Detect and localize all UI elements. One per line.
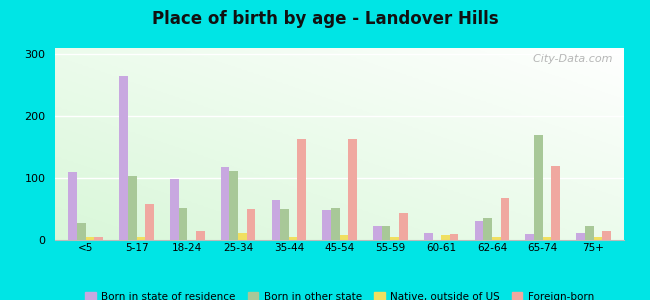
Bar (128, 176, 136, 240)
Bar (450, 234, 458, 240)
Bar (399, 213, 408, 240)
Bar (484, 218, 492, 240)
Bar (272, 200, 280, 240)
Bar (322, 210, 331, 240)
Bar (145, 204, 154, 240)
Bar (68, 172, 77, 240)
Text: Place of birth by age - Landover Hills: Place of birth by age - Landover Hills (151, 11, 499, 28)
Bar (298, 139, 306, 240)
Bar (500, 198, 509, 240)
Bar (94, 237, 103, 240)
Bar (391, 237, 399, 240)
Bar (119, 76, 128, 240)
Bar (221, 167, 229, 240)
Bar (492, 237, 500, 240)
Bar (77, 223, 86, 240)
Bar (247, 209, 255, 240)
Bar (229, 171, 238, 240)
Bar (593, 237, 602, 240)
Legend: Born in state of residence, Born in other state, Native, outside of US, Foreign-: Born in state of residence, Born in othe… (81, 287, 598, 300)
Bar (474, 221, 484, 240)
Bar (136, 237, 145, 240)
Bar (602, 231, 611, 240)
Bar (543, 237, 551, 240)
Bar (289, 237, 298, 240)
Bar (86, 237, 94, 240)
Bar (280, 209, 289, 240)
Bar (382, 226, 391, 240)
Bar (373, 226, 382, 240)
Bar (170, 179, 179, 240)
Text: City-Data.com: City-Data.com (526, 54, 612, 64)
Bar (525, 234, 534, 240)
Bar (551, 166, 560, 240)
Bar (238, 232, 247, 240)
Bar (331, 208, 339, 240)
Bar (348, 139, 357, 240)
Bar (585, 226, 593, 240)
Bar (424, 232, 432, 240)
Bar (577, 232, 585, 240)
Bar (534, 135, 543, 240)
Bar (441, 235, 450, 240)
Bar (179, 208, 187, 240)
Bar (196, 231, 205, 240)
Bar (339, 235, 348, 240)
